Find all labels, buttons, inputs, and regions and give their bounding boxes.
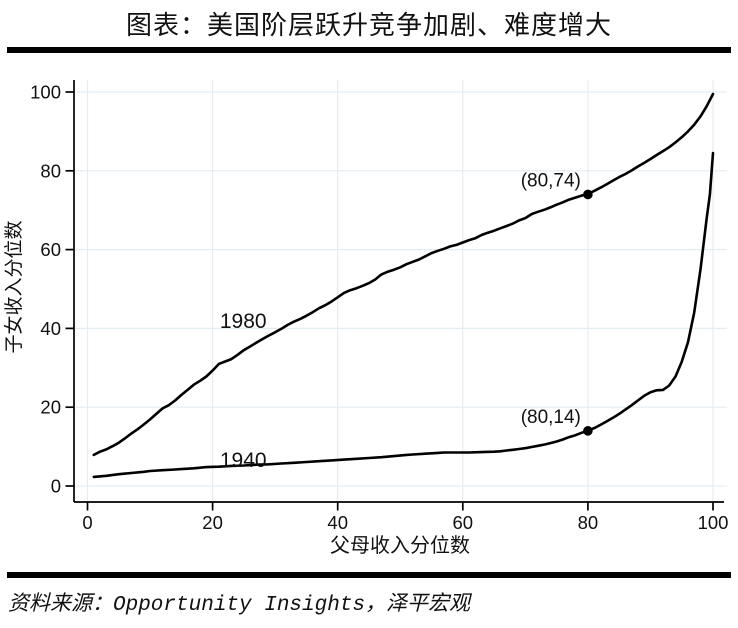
x-axis-title: 父母收入分位数 <box>330 534 470 557</box>
annotation-dot <box>583 426 593 436</box>
annotation-dot <box>583 189 593 200</box>
annotation-label: (80,74) <box>521 170 581 191</box>
y-tick-label: 80 <box>40 160 61 181</box>
y-tick-label: 100 <box>30 82 61 103</box>
series-label-1980: 1980 <box>220 310 267 333</box>
x-tick-label: 80 <box>578 512 599 533</box>
x-tick-label: 60 <box>453 512 474 533</box>
y-tick-label: 40 <box>40 318 61 339</box>
y-tick-label: 20 <box>40 397 61 418</box>
x-tick-label: 20 <box>202 512 223 533</box>
source-attribution: 资料来源：Opportunity Insights，泽平宏观 <box>8 594 471 617</box>
series-line-1980 <box>92 92 715 457</box>
x-tick-label: 100 <box>698 512 729 533</box>
y-tick-label: 0 <box>51 476 61 497</box>
chart-title: 图表：美国阶层跃升竞争加剧、难度增大 <box>125 11 612 40</box>
annotation-label: (80,14) <box>521 407 581 428</box>
series-label-1940: 1940 <box>220 449 267 472</box>
series-line-1940 <box>92 151 715 479</box>
x-tick-label: 0 <box>82 512 92 533</box>
title-divider-bar <box>7 47 731 53</box>
x-tick-label: 40 <box>327 512 348 533</box>
y-axis-title: 子女收入分位数 <box>3 220 25 353</box>
y-tick-label: 60 <box>40 239 61 260</box>
footer-divider-bar <box>7 572 731 578</box>
